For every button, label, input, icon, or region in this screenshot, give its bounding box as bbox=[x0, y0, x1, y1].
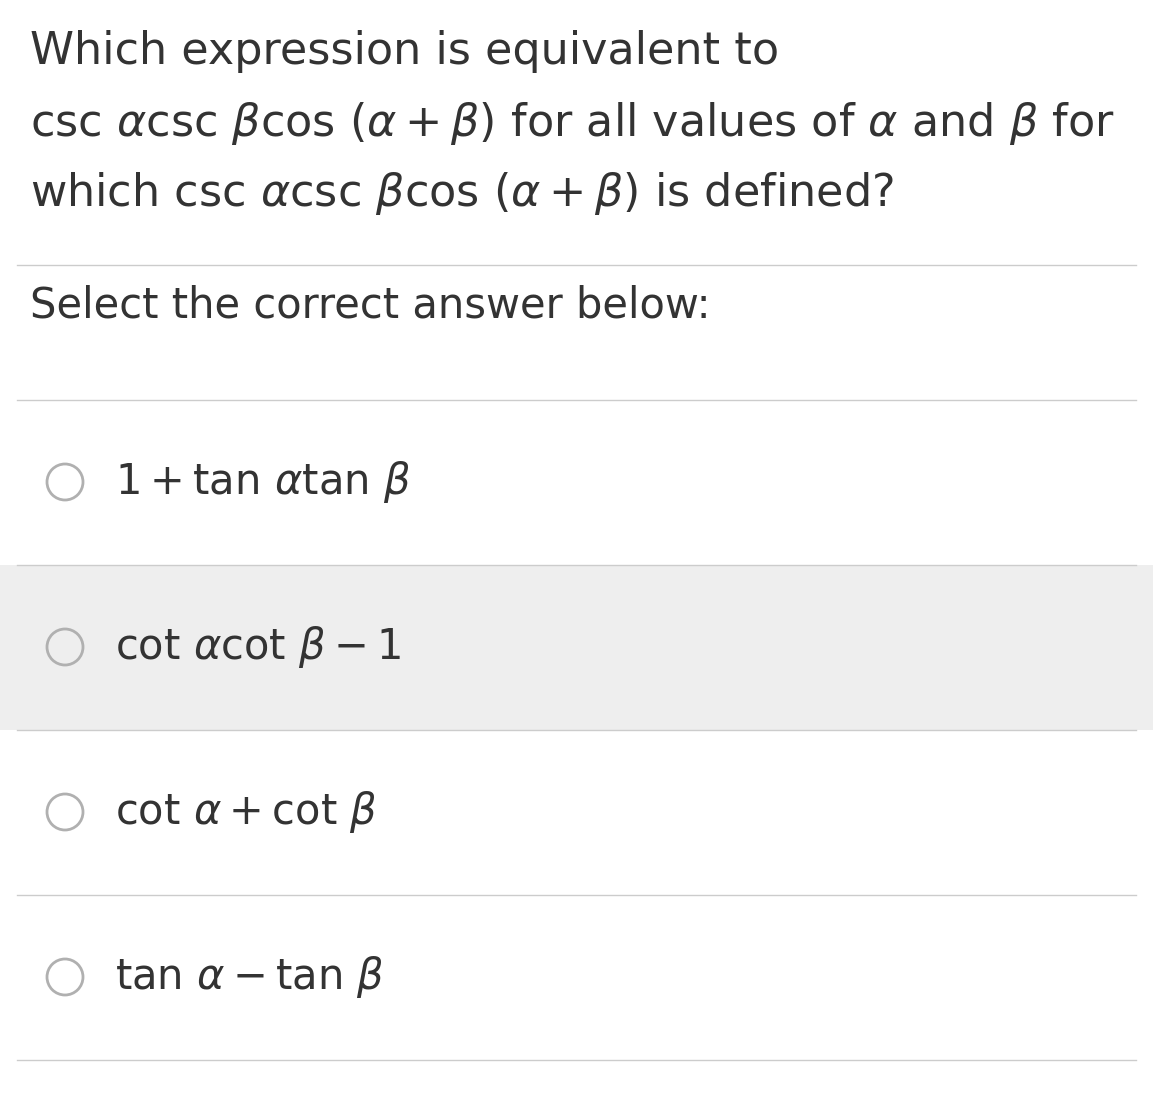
Text: $1 + \tan\,\alpha\tan\,\beta$: $1 + \tan\,\alpha\tan\,\beta$ bbox=[115, 459, 410, 505]
Bar bbox=[0, 565, 1153, 730]
Text: $\cot\,\alpha + \cot\,\beta$: $\cot\,\alpha + \cot\,\beta$ bbox=[115, 789, 377, 835]
Text: Select the correct answer below:: Select the correct answer below: bbox=[30, 285, 710, 327]
Text: which csc $\alpha$csc $\beta$cos ($\alpha + \beta$) is defined?: which csc $\alpha$csc $\beta$cos ($\alph… bbox=[30, 170, 894, 217]
Bar bbox=[0, 730, 1153, 895]
Bar bbox=[0, 400, 1153, 565]
Text: Which expression is equivalent to: Which expression is equivalent to bbox=[30, 30, 779, 73]
Bar bbox=[0, 895, 1153, 1060]
Text: $\tan\,\alpha - \tan\,\beta$: $\tan\,\alpha - \tan\,\beta$ bbox=[115, 954, 384, 1000]
Text: $\cot\,\alpha\cot\,\beta - 1$: $\cot\,\alpha\cot\,\beta - 1$ bbox=[115, 624, 401, 670]
Text: csc $\alpha$csc $\beta$cos ($\alpha + \beta$) for all values of $\alpha$ and $\b: csc $\alpha$csc $\beta$cos ($\alpha + \b… bbox=[30, 100, 1115, 147]
